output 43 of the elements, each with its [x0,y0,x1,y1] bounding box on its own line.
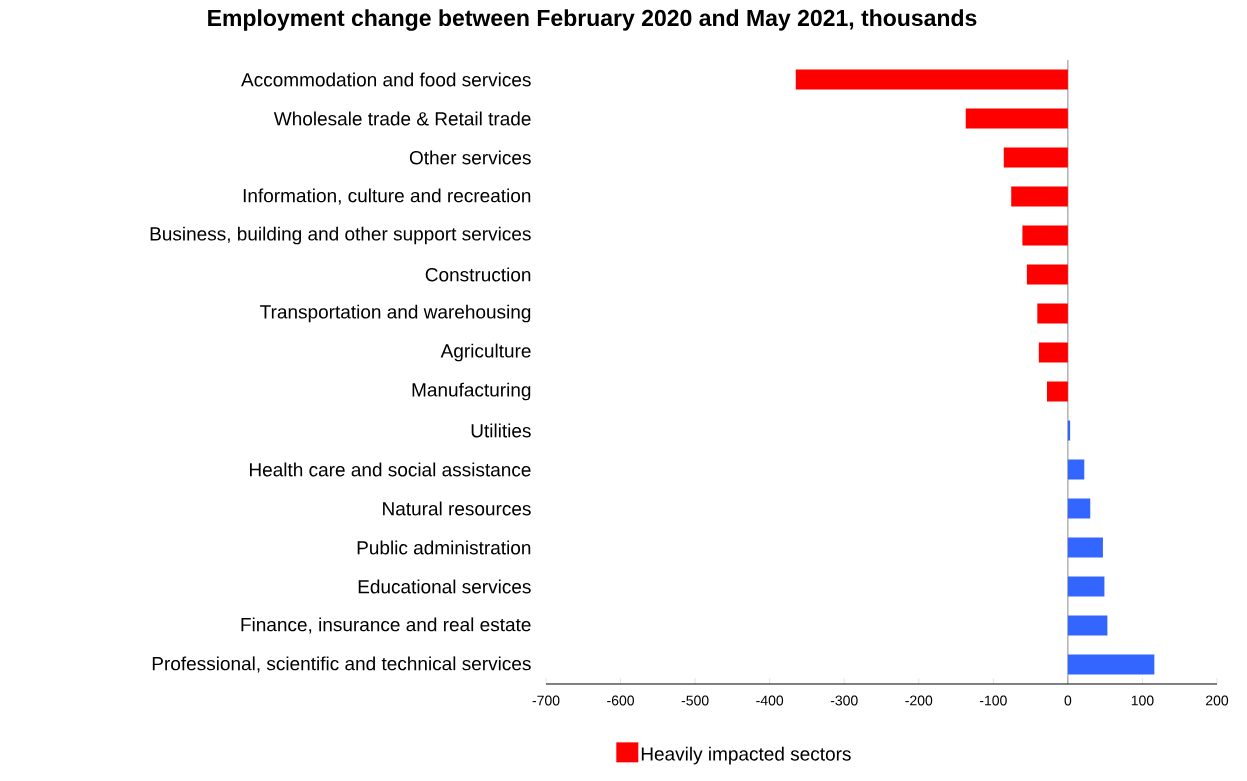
bar [1067,537,1103,558]
bar [795,69,1068,90]
bar [1011,186,1068,207]
x-tick-label: -700 [532,695,560,706]
y-tick-label: Health care and social assistance [249,462,531,477]
x-tick-label: 0 [1064,695,1072,706]
bar [965,108,1068,129]
x-tick-label: -300 [830,695,858,706]
bar [1067,654,1155,675]
bar [1047,381,1068,402]
x-tick-label: 200 [1206,695,1229,706]
y-tick-label: Educational services [358,579,531,594]
bar [1038,342,1068,363]
y-tick-label: Finance, insurance and real estate [241,617,531,634]
x-tick-label: -500 [681,695,709,706]
bar [1067,576,1105,597]
y-tick-label: Agriculture [440,343,531,362]
y-tick-label: Transportation and warehousing [260,304,531,323]
y-tick-label: Utilities [471,423,531,438]
x-tick-label: -600 [607,695,635,706]
x-tick-label: -200 [905,695,933,706]
bar [1026,264,1068,285]
bar [1037,303,1068,324]
y-tick-label: Public administration [357,540,531,555]
y-tick-label: Professional, scientific and technical services [152,656,531,673]
y-tick-label: Information, culture and recreation [243,188,531,205]
bar [1067,498,1091,519]
bar [1067,459,1085,480]
y-tick-label: Natural resources [383,501,531,516]
y-tick-label: Business, building and other support services [150,226,531,245]
y-tick-label: Accommodation and food services [241,72,531,87]
y-tick-label: Manufacturing [412,382,531,401]
x-tick-label: -100 [979,695,1007,706]
x-tick-label: 100 [1131,695,1154,706]
bar [1003,147,1068,168]
bar [1067,615,1108,636]
bar [1022,225,1068,246]
chart-title: Employment change between February 2020 and May 2021, thousands [208,9,977,31]
y-tick-label: Wholesale trade & Retail trade [273,111,531,126]
y-tick-label: Other services [409,150,531,165]
legend-label: Heavily impacted sectors [641,746,851,765]
y-tick-label: Construction [425,267,531,282]
x-tick-label: -400 [756,695,784,706]
